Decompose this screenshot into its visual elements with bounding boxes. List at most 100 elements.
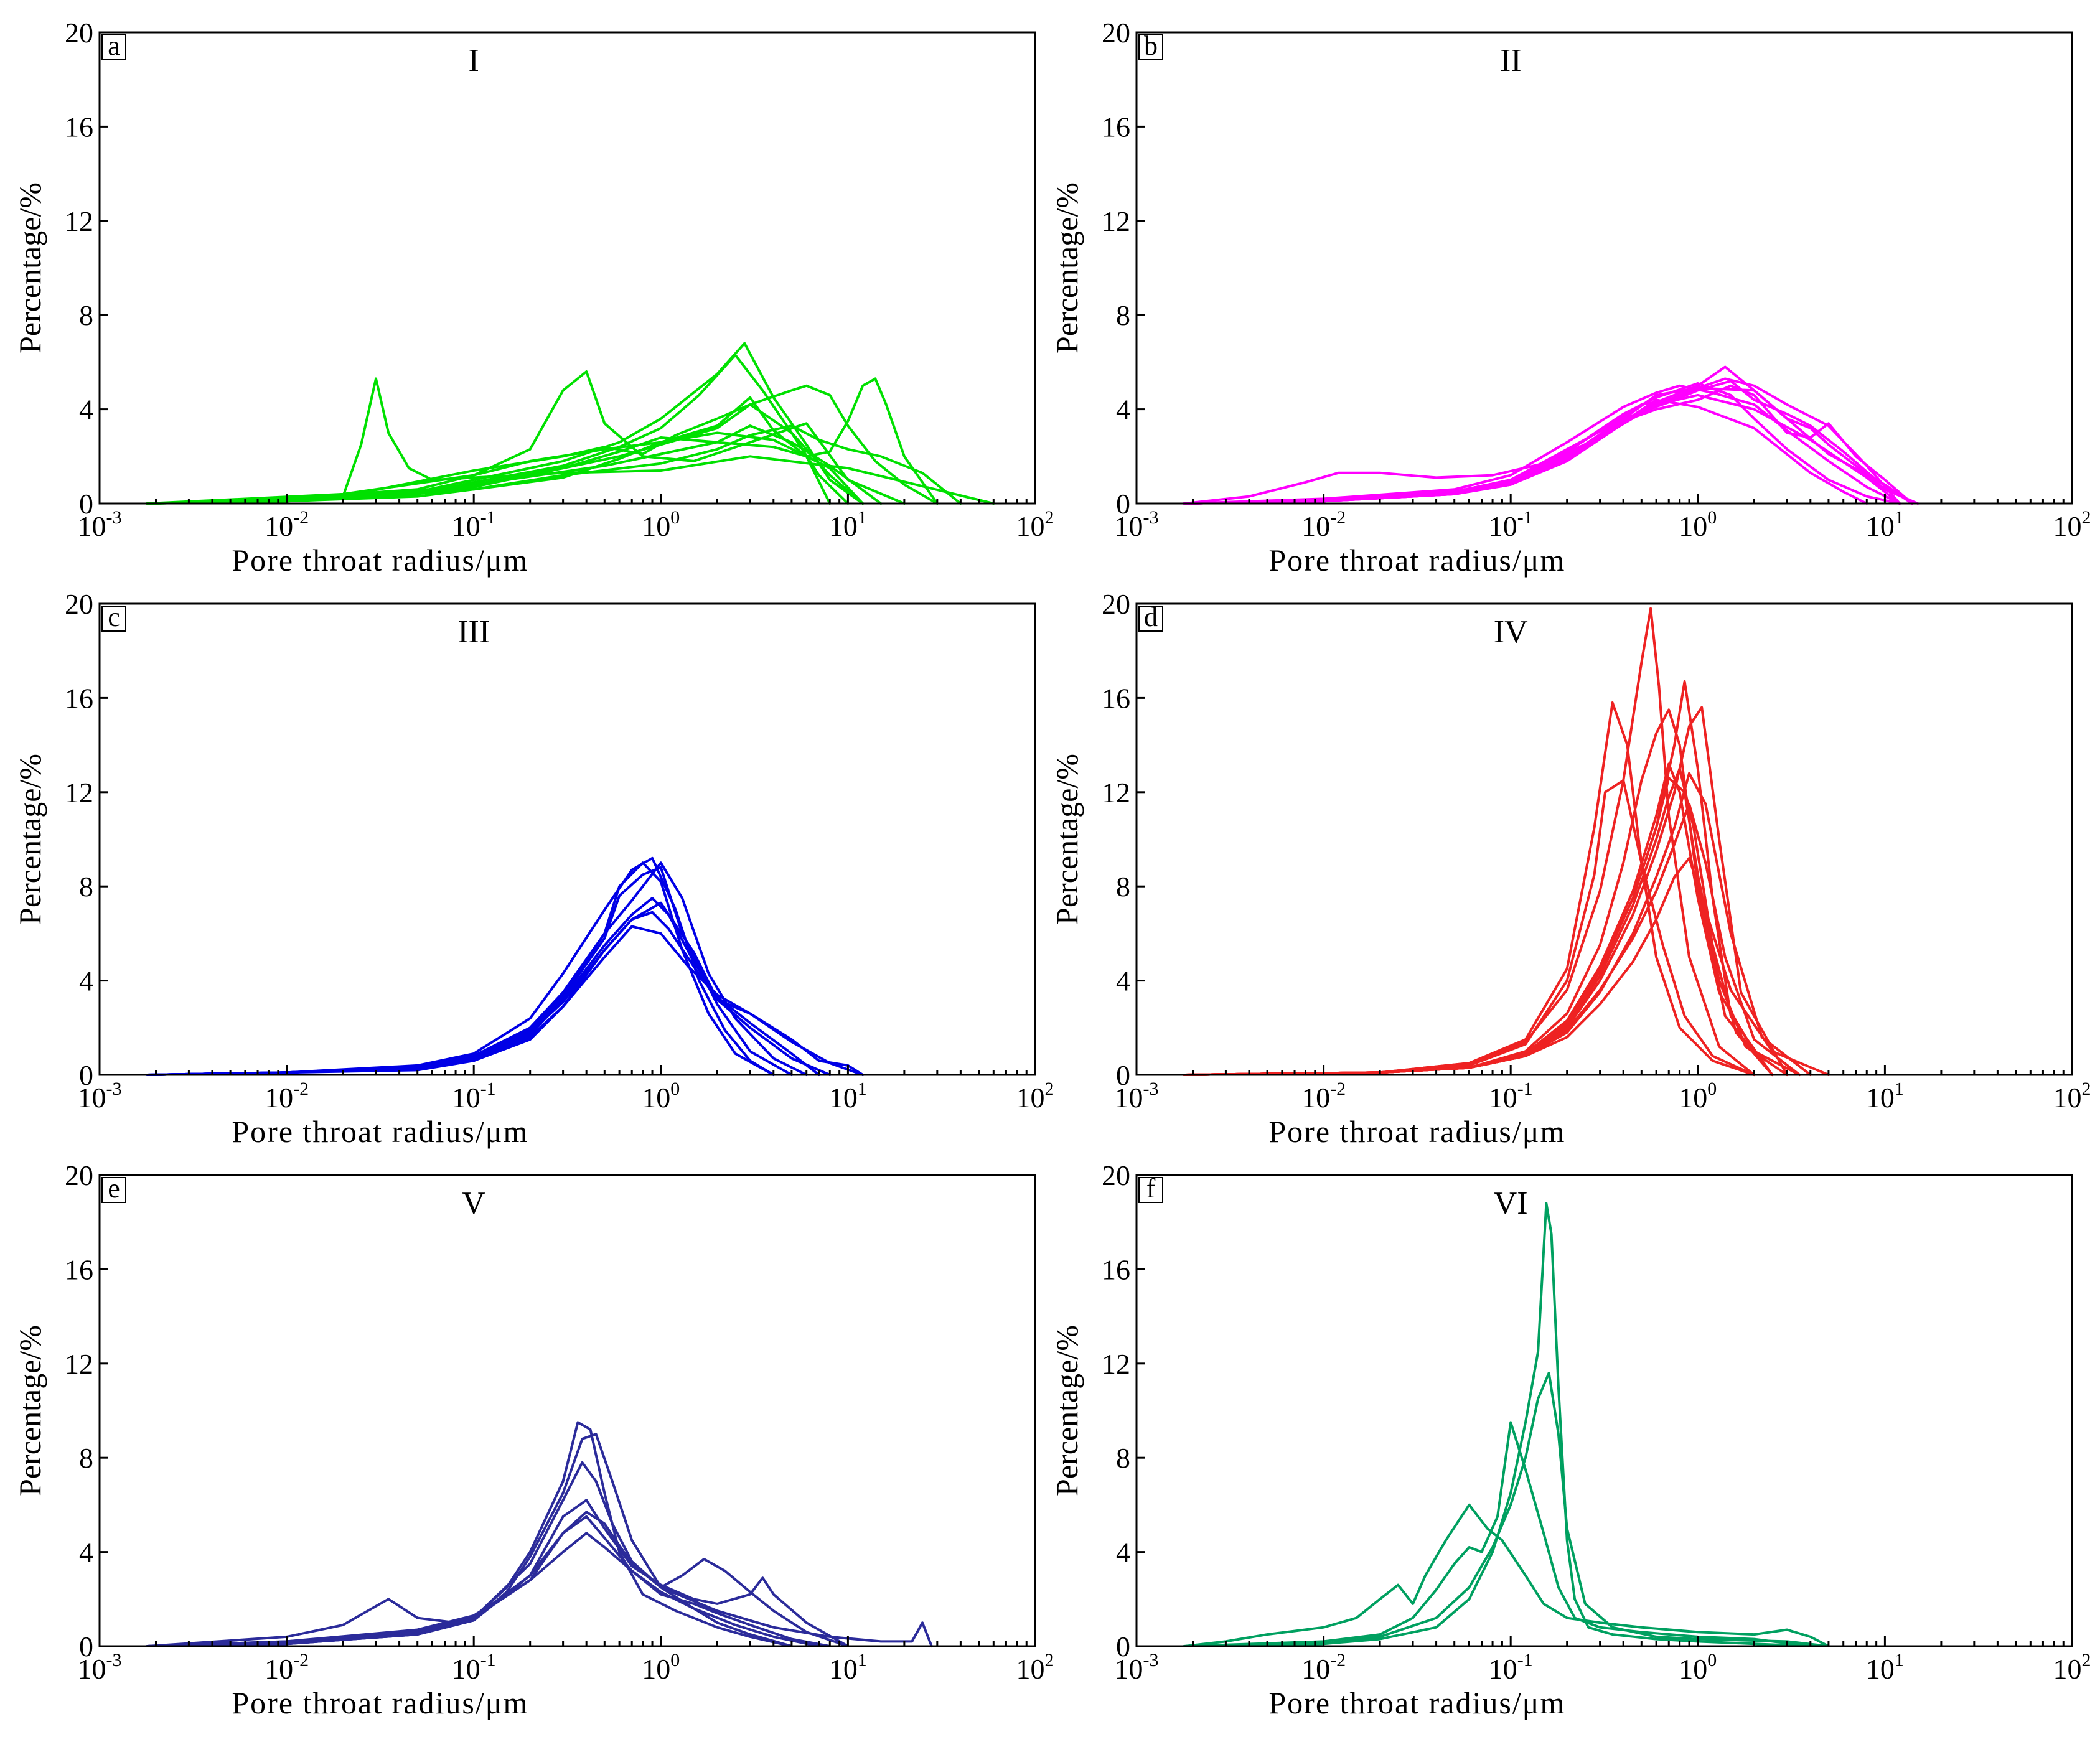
y-tick-label: 4 [1116, 965, 1130, 997]
panel-d: 0 4 8 12 16 20 10-3 10-2 10-1 100 101 102 Pore throa… [1049, 588, 2091, 1149]
series-line-III-2 [146, 861, 808, 1076]
x-tick-label: 100 [1679, 507, 1717, 542]
x-tick-label: 10-2 [265, 1650, 309, 1685]
y-tick-label: 20 [65, 588, 93, 620]
x-tick-label: 101 [829, 507, 867, 542]
x-tick-label: 102 [2053, 1650, 2091, 1685]
x-tick-label: 10-1 [1489, 1079, 1533, 1113]
x-tick-label: 10-3 [1115, 507, 1159, 542]
series-line-II-6 [1183, 386, 1920, 505]
x-axis-title: Pore throat radius/μm [1268, 543, 1565, 578]
panel-letter-box [1138, 1177, 1163, 1203]
x-tick-label: 10-1 [1489, 1650, 1533, 1685]
y-tick-label: 8 [1116, 299, 1130, 331]
series-line-VI-1 [1183, 1503, 1830, 1647]
plot-frame [1135, 31, 2073, 505]
plot-frame [98, 1174, 1036, 1647]
panel-letter: f [1146, 1173, 1156, 1204]
y-axis-title: Percentage/% [12, 1325, 47, 1496]
panel-a: 0 4 8 12 16 20 10-3 10-2 10-1 100 101 102 Pore throa… [12, 17, 1054, 578]
y-tick-label: 12 [1102, 777, 1130, 808]
series-line-I-11 [146, 431, 865, 505]
y-tick-label: 0 [79, 488, 93, 520]
panel-f: 0 4 8 12 16 20 10-3 10-2 10-1 100 101 102 Pore throa… [1049, 1159, 2091, 1720]
panel-letter: e [108, 1173, 120, 1204]
series-line-II-1 [1183, 393, 1901, 505]
x-tick-label: 10-1 [1489, 507, 1533, 542]
series-line-IV-2 [1183, 607, 1756, 1076]
x-tick-label: 10-2 [265, 1079, 309, 1113]
y-tick-label: 12 [1102, 1348, 1130, 1380]
y-tick-label: 0 [79, 1631, 93, 1662]
y-tick-label: 20 [1102, 17, 1130, 49]
plot-frame [1135, 602, 2073, 1076]
panel-title: V [462, 1186, 485, 1221]
y-tick-label: 12 [65, 205, 93, 237]
series-line-V-2 [146, 1433, 793, 1647]
x-tick-label: 10-1 [452, 1079, 496, 1113]
series-line-I-6 [146, 384, 939, 505]
y-tick-label: 4 [79, 965, 93, 997]
y-axis-title: Percentage/% [12, 182, 47, 354]
panel-b: 0 4 8 12 16 20 10-3 10-2 10-1 100 101 102 Pore throa… [1049, 17, 2091, 578]
x-tick-label: 101 [1866, 1079, 1904, 1113]
y-axis-title: Percentage/% [12, 754, 47, 925]
x-tick-label: 10-3 [78, 1079, 122, 1113]
x-axis-title: Pore throat radius/μm [232, 1114, 528, 1149]
panel-letter-box [1138, 34, 1163, 60]
series-line-V-1 [146, 1421, 793, 1647]
y-tick-label: 4 [79, 1537, 93, 1568]
series-line-III-6 [146, 911, 865, 1076]
x-tick-label: 102 [1016, 507, 1054, 542]
y-tick-label: 20 [1102, 588, 1130, 620]
series-line-IV-11 [1183, 856, 1830, 1076]
series-line-II-7 [1183, 384, 1901, 505]
y-tick-label: 4 [79, 394, 93, 426]
series-line-IV-3 [1183, 708, 1774, 1076]
x-tick-label: 101 [1866, 507, 1904, 542]
y-tick-label: 4 [1116, 1537, 1130, 1568]
x-tick-label: 100 [1679, 1079, 1717, 1113]
x-tick-label: 102 [2053, 1079, 2091, 1113]
x-axis-title: Pore throat radius/μm [232, 1685, 528, 1720]
x-tick-label: 101 [829, 1079, 867, 1113]
series-line-V-6 [146, 1532, 820, 1647]
y-tick-label: 4 [1116, 394, 1130, 426]
y-tick-label: 0 [1116, 488, 1130, 520]
series-line-III-8 [146, 901, 832, 1076]
y-tick-label: 16 [1102, 111, 1130, 143]
y-tick-label: 16 [1102, 1253, 1130, 1285]
x-tick-label: 10-2 [1301, 1079, 1346, 1113]
panel-letter-box [101, 606, 126, 632]
series-line-III-1 [146, 856, 775, 1076]
y-tick-label: 0 [1116, 1631, 1130, 1662]
y-tick-label: 0 [79, 1059, 93, 1091]
series-line-I-10 [146, 424, 883, 505]
panel-letter: a [108, 30, 120, 61]
x-tick-label: 10-3 [1115, 1079, 1159, 1113]
series-line-I-5 [146, 424, 962, 505]
x-tick-label: 10-1 [452, 507, 496, 542]
x-tick-label: 101 [1866, 1650, 1904, 1685]
x-tick-label: 100 [642, 1650, 680, 1685]
panel-letter-box [1138, 606, 1163, 632]
series-line-III-4 [146, 925, 865, 1076]
series-line-V-5 [146, 1511, 933, 1647]
y-tick-label: 12 [65, 777, 93, 808]
x-tick-label: 10-3 [78, 507, 122, 542]
panel-title: IV [1494, 614, 1528, 650]
panel-letter: c [108, 602, 120, 632]
y-tick-label: 20 [1102, 1159, 1130, 1191]
panel-letter-box [101, 34, 126, 60]
y-axis-title: Percentage/% [1049, 754, 1084, 925]
y-tick-label: 16 [65, 111, 93, 143]
y-tick-label: 16 [65, 1253, 93, 1285]
y-tick-label: 8 [79, 299, 93, 331]
y-tick-label: 12 [65, 1348, 93, 1380]
panel-e: 0 4 8 12 16 20 10-3 10-2 10-1 100 101 102 Pore throa… [12, 1159, 1054, 1720]
y-tick-label: 8 [1116, 1442, 1130, 1474]
plot-frame [1135, 1174, 2073, 1647]
y-tick-label: 12 [1102, 205, 1130, 237]
x-tick-label: 100 [1679, 1650, 1717, 1685]
